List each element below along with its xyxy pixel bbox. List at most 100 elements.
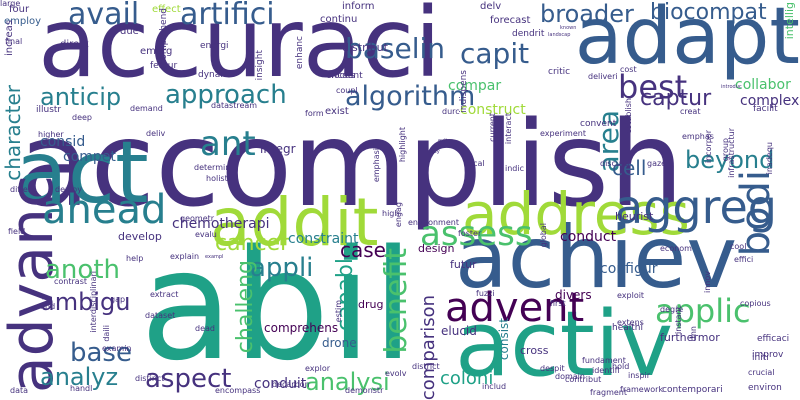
cloud-word: conduct	[560, 229, 617, 245]
cloud-word: decis	[345, 161, 354, 182]
cloud-word: beyond	[685, 146, 775, 174]
cloud-word: datastream	[211, 101, 258, 110]
cloud-word: large	[0, 0, 21, 8]
cloud-word: dataset	[145, 311, 176, 320]
cloud-word: comprehend	[159, 8, 169, 65]
cloud-word: accomplish	[18, 95, 684, 233]
cloud-word: emerg	[140, 46, 173, 57]
cloud-word: baselin	[345, 32, 446, 65]
cloud-word: captur	[640, 86, 712, 111]
cloud-word: cross	[520, 344, 549, 357]
cloud-word: differ	[10, 185, 32, 194]
cloud-word: furthermor	[660, 331, 720, 344]
cloud-word: environment	[408, 218, 459, 227]
cloud-word: introduc	[721, 84, 742, 90]
cloud-word: engag	[394, 202, 403, 228]
cloud-word: comprehens	[264, 321, 339, 335]
cloud-word: degre	[660, 305, 684, 314]
cloud-word: encount	[326, 71, 363, 81]
cloud-word: gap	[110, 295, 126, 304]
cloud-word: distribut	[342, 41, 388, 54]
cloud-word: form	[305, 109, 324, 118]
cloud-word: cancer	[215, 231, 290, 256]
cloud-word: develop	[118, 230, 162, 243]
cloud-word: cost	[620, 65, 637, 74]
cloud-word: chemotherapi	[172, 216, 270, 232]
cloud-word: district	[412, 362, 440, 371]
cloud-word: exist	[325, 106, 349, 117]
cloud-word: ambigu	[40, 288, 131, 316]
cloud-word: analysi	[305, 368, 390, 396]
cloud-word: handl	[70, 384, 93, 393]
cloud-word: forecast	[490, 15, 531, 26]
cloud-word: durc	[442, 107, 460, 116]
cloud-word: inspir	[628, 371, 651, 380]
cloud-word: identifi	[592, 366, 620, 375]
cloud-word: contribut	[565, 375, 602, 384]
cloud-word: estim	[334, 300, 343, 323]
cloud-word: help	[126, 254, 144, 263]
cloud-word: enhanc	[295, 36, 305, 70]
cloud-word: experiment	[540, 129, 586, 138]
cloud-word: framework	[620, 385, 664, 394]
cloud-word: accuraci	[38, 0, 441, 99]
cloud-word: contrast	[54, 277, 87, 286]
cloud-word: interdisciplinari	[89, 271, 98, 333]
cloud-word: applic	[655, 292, 751, 330]
cloud-word: evalu	[195, 230, 217, 239]
cloud-word: heurist	[615, 210, 654, 223]
cloud-word: daili	[102, 325, 111, 342]
cloud-word: continu	[320, 14, 358, 25]
cloud-word: final	[5, 37, 23, 46]
cloud-word: dead	[195, 324, 215, 333]
cloud-word: activ	[455, 292, 674, 397]
cloud-word: aggreg	[615, 180, 777, 234]
cloud-word: focus	[331, 71, 356, 81]
cloud-word: domain	[555, 372, 585, 381]
cloud-word: extract	[150, 290, 179, 299]
cloud-word: geometr	[180, 214, 215, 223]
cloud-word: indic	[505, 164, 524, 173]
cloud-word: first	[550, 299, 566, 308]
cloud-word: decarbon	[272, 380, 310, 389]
cloud-word: demonstr	[345, 386, 384, 395]
cloud-word: drug	[358, 298, 384, 311]
cloud-word: encompass	[215, 386, 261, 395]
cloud-word: biocompat	[650, 0, 767, 25]
cloud-word: appli	[250, 253, 314, 283]
cloud-word: explain	[170, 252, 200, 261]
cloud-word: algorithm	[345, 81, 476, 112]
cloud-word: divers	[555, 288, 592, 302]
cloud-word: indispens	[459, 70, 469, 113]
cloud-word: determin	[194, 163, 231, 172]
cloud-word: construct	[460, 102, 526, 118]
cloud-word: consist	[497, 318, 511, 361]
cloud-word: interact	[504, 113, 513, 145]
cloud-word: data	[10, 386, 29, 395]
cloud-word: fragment	[590, 388, 628, 397]
cloud-word: employ	[4, 16, 42, 27]
cloud-word: instanc	[674, 305, 683, 334]
cloud-word: inform	[342, 1, 375, 12]
cloud-word: anoth	[45, 255, 120, 285]
cloud-word: critic	[548, 67, 571, 77]
cloud-word: advent	[445, 285, 585, 331]
cloud-word: address	[462, 180, 690, 248]
cloud-word: gazell	[647, 159, 671, 168]
cloud-word: case	[340, 238, 386, 262]
cloud-word: assess	[420, 214, 533, 254]
cloud-word: cool	[730, 242, 747, 251]
cloud-word: improv	[752, 350, 784, 360]
cloud-word: constraint	[288, 231, 359, 247]
cloud-word: known	[560, 25, 577, 31]
cloud-word: energi	[200, 41, 229, 51]
cloud-word: adapt	[574, 0, 800, 82]
cloud-word: illustr	[36, 105, 62, 115]
cloud-word: futur	[450, 258, 477, 271]
cloud-word: escal	[464, 159, 485, 168]
cloud-word: artifici	[180, 0, 275, 32]
cloud-word: copious	[740, 299, 771, 308]
cloud-word: econom	[660, 244, 692, 253]
cloud-word: deliv	[146, 129, 166, 138]
